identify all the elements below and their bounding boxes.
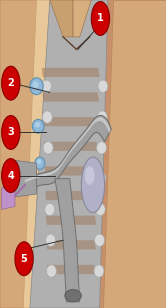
Polygon shape	[55, 179, 80, 302]
Polygon shape	[42, 68, 100, 77]
Polygon shape	[44, 166, 98, 176]
Polygon shape	[25, 117, 111, 182]
Polygon shape	[43, 117, 99, 126]
Ellipse shape	[65, 290, 81, 302]
Polygon shape	[46, 216, 96, 225]
Text: 2: 2	[7, 78, 14, 88]
Polygon shape	[42, 92, 99, 102]
Text: 5: 5	[21, 254, 27, 264]
Ellipse shape	[95, 234, 105, 246]
Ellipse shape	[37, 159, 42, 164]
Polygon shape	[46, 240, 96, 249]
Polygon shape	[73, 0, 91, 37]
Polygon shape	[47, 265, 95, 274]
Text: 3: 3	[7, 128, 14, 137]
Polygon shape	[103, 0, 166, 308]
Ellipse shape	[32, 120, 44, 133]
Ellipse shape	[45, 203, 55, 216]
Polygon shape	[0, 0, 91, 308]
Circle shape	[15, 242, 33, 276]
Polygon shape	[44, 142, 98, 151]
Polygon shape	[45, 191, 97, 200]
Polygon shape	[23, 0, 91, 308]
Ellipse shape	[98, 80, 108, 92]
Polygon shape	[13, 160, 37, 197]
Ellipse shape	[44, 172, 54, 185]
Ellipse shape	[46, 265, 56, 277]
Ellipse shape	[46, 234, 56, 246]
Polygon shape	[3, 172, 37, 194]
Ellipse shape	[97, 142, 107, 154]
Ellipse shape	[34, 122, 40, 128]
Circle shape	[91, 2, 110, 35]
Circle shape	[2, 116, 20, 149]
Ellipse shape	[95, 203, 105, 216]
Text: 4: 4	[7, 171, 14, 180]
Ellipse shape	[96, 172, 106, 185]
Ellipse shape	[43, 142, 53, 154]
Ellipse shape	[35, 157, 45, 169]
Ellipse shape	[42, 80, 51, 92]
Polygon shape	[30, 0, 108, 308]
Ellipse shape	[42, 111, 52, 123]
Ellipse shape	[85, 166, 95, 185]
Ellipse shape	[97, 111, 107, 123]
Circle shape	[2, 159, 20, 192]
Ellipse shape	[94, 265, 104, 277]
Ellipse shape	[81, 157, 105, 213]
Polygon shape	[25, 116, 111, 191]
Circle shape	[2, 66, 20, 100]
Ellipse shape	[32, 81, 39, 88]
Text: 1: 1	[97, 14, 104, 23]
Polygon shape	[50, 0, 73, 37]
Ellipse shape	[30, 78, 43, 95]
Polygon shape	[2, 185, 15, 209]
